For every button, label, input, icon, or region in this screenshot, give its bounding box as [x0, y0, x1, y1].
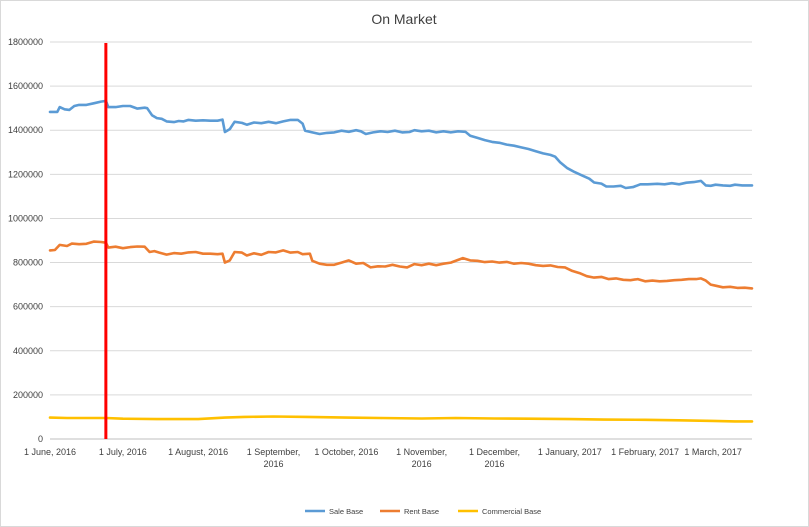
y-tick-label-8: 1600000	[8, 81, 43, 91]
x-axis: 1 June, 2016 1 July, 2016 1 August, 2016 1 …	[24, 438, 752, 469]
x-tick-label-line: 1 March, 2017	[684, 447, 742, 457]
x-tick-label-1: 1 July, 2016	[99, 447, 147, 457]
x-tick-label-line: 1 August, 2016	[168, 447, 228, 457]
x-tick-label-6: 1 December, 2016	[469, 447, 520, 469]
gridlines	[50, 41, 752, 440]
series-lines	[48, 99, 754, 423]
x-tick-label-line: 1 January, 2017	[538, 447, 602, 457]
y-tick-label-5: 1000000	[8, 213, 43, 223]
x-tick-label-line: 1 November,	[396, 447, 447, 457]
x-tick-label-line: 1 September,	[247, 447, 301, 457]
y-tick-label-4: 800000	[13, 258, 43, 268]
x-tick-label-line: 2016	[412, 459, 432, 469]
y-tick-label-0: 0	[38, 434, 43, 444]
x-tick-label-line: 1 December,	[469, 447, 520, 457]
x-tick-label-line: 1 June, 2016	[24, 447, 76, 457]
y-tick-label-2: 400000	[13, 346, 43, 356]
y-tick-label-3: 600000	[13, 302, 43, 312]
series-line-commercial-base	[48, 415, 754, 423]
x-tick-label-line: 1 July, 2016	[99, 447, 147, 457]
x-tick-label-9: 1 March, 2017	[684, 447, 742, 457]
x-tick-label-4: 1 October, 2016	[314, 447, 378, 457]
x-tick-label-line: 2016	[485, 459, 505, 469]
chart-title: On Market	[371, 11, 436, 27]
x-tick-label-0: 1 June, 2016	[24, 447, 76, 457]
x-tick-label-5: 1 November, 2016	[396, 447, 447, 469]
x-tick-label-3: 1 September, 2016	[247, 447, 301, 469]
legend-label-0: Sale Base	[329, 507, 363, 516]
x-tick-label-8: 1 February, 2017	[611, 447, 679, 457]
legend-label-2: Commercial Base	[482, 507, 541, 516]
x-tick-label-7: 1 January, 2017	[538, 447, 602, 457]
legend: Sale Base Rent Base Commercial Base	[305, 507, 541, 516]
y-tick-label-1: 200000	[13, 390, 43, 400]
x-tick-label-line: 1 October, 2016	[314, 447, 378, 457]
legend-label-1: Rent Base	[404, 507, 439, 516]
series-line-sale-base	[48, 99, 754, 190]
x-tick-label-line: 1 February, 2017	[611, 447, 679, 457]
series-line-rent-base	[48, 240, 754, 290]
y-tick-label-6: 1200000	[8, 169, 43, 179]
y-axis-tick-labels: 0 200000 400000 600000 800000 1000000 1200000 1…	[8, 37, 43, 444]
y-tick-label-9: 1800000	[8, 37, 43, 47]
x-tick-label-line: 2016	[263, 459, 283, 469]
y-tick-label-7: 1400000	[8, 125, 43, 135]
x-tick-label-2: 1 August, 2016	[168, 447, 228, 457]
